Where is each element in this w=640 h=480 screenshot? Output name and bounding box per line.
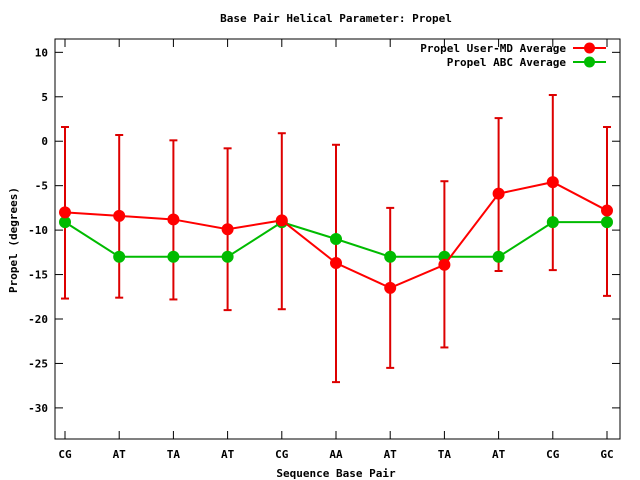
y-tick-label: 5 <box>41 91 48 104</box>
y-tick-label: -25 <box>28 357 48 370</box>
x-axis-label: Sequence Base Pair <box>276 467 396 480</box>
data-point-1 <box>601 216 613 229</box>
y-tick-label: -20 <box>28 313 48 326</box>
x-tick-label: CG <box>546 448 560 461</box>
y-tick-label: -10 <box>28 224 48 237</box>
data-point-0 <box>167 213 180 226</box>
data-point-1 <box>330 233 342 245</box>
data-point-0 <box>438 258 451 271</box>
x-tick-label: CG <box>275 448 289 461</box>
legend-marker <box>584 56 595 68</box>
data-point-0 <box>492 187 505 200</box>
x-tick-label: AT <box>384 448 398 461</box>
x-tick-label: GC <box>600 448 613 461</box>
legend-label: Propel User-MD Average <box>420 42 566 55</box>
data-point-0 <box>601 204 613 217</box>
data-point-0 <box>275 214 288 227</box>
data-point-0 <box>59 206 71 219</box>
x-tick-label: CG <box>58 448 72 461</box>
x-tick-label: TA <box>167 448 181 461</box>
x-tick-label: AA <box>329 448 343 461</box>
x-tick-label: AT <box>492 448 506 461</box>
x-tick-label: TA <box>438 448 452 461</box>
y-axis-label: Propel (degrees) <box>7 187 20 293</box>
data-point-0 <box>221 223 234 236</box>
data-point-1 <box>221 250 234 263</box>
data-point-1 <box>492 250 505 263</box>
x-tick-label: AT <box>221 448 235 461</box>
x-axis: CG AT TA AT CG AA AT TA AT CG GC <box>58 39 614 461</box>
data-point-1 <box>113 250 126 263</box>
x-tick-label: AT <box>113 448 127 461</box>
data-point-0 <box>546 176 559 189</box>
y-tick-label: -5 <box>35 180 48 193</box>
legend-label: Propel ABC Average <box>447 56 567 69</box>
series-lines <box>59 176 613 294</box>
y-axis: 10 5 0 -5 -10 -15 -20 -25 -30 <box>28 46 620 415</box>
data-point-1 <box>167 250 180 263</box>
data-point-1 <box>546 216 559 229</box>
data-point-0 <box>113 209 126 222</box>
plot-frame <box>54 38 621 440</box>
data-point-0 <box>384 281 397 294</box>
chart-title: Base Pair Helical Parameter: Propel <box>220 12 452 25</box>
y-tick-label: 0 <box>41 135 48 148</box>
y-tick-label: -30 <box>28 402 48 415</box>
data-point-1 <box>384 250 397 263</box>
y-tick-label: 10 <box>35 46 48 59</box>
legend-marker <box>584 42 595 54</box>
y-tick-label: -15 <box>28 269 48 282</box>
data-point-0 <box>330 257 342 269</box>
